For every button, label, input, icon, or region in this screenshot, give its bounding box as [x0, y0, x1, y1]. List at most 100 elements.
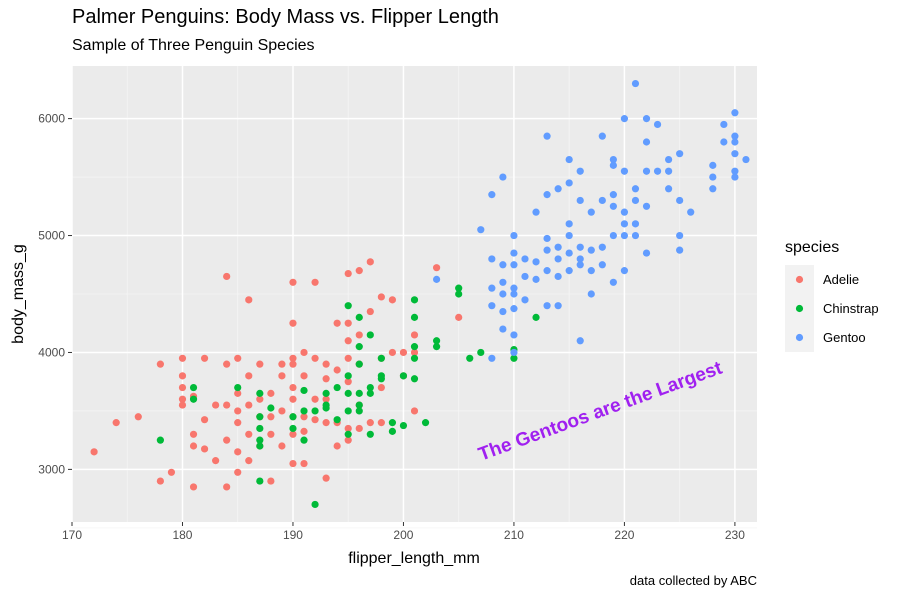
- data-point-adelie: [223, 401, 231, 409]
- data-point-gentoo: [653, 120, 662, 129]
- data-point-gentoo: [532, 208, 540, 216]
- x-tick-label: 180: [172, 528, 192, 542]
- data-point-gentoo: [587, 267, 595, 275]
- data-point-adelie: [189, 442, 198, 450]
- data-point-gentoo: [620, 231, 629, 240]
- data-point-gentoo: [554, 255, 562, 263]
- data-point-gentoo: [532, 258, 540, 266]
- data-point-chinstrap: [432, 337, 441, 345]
- x-tick-label: 230: [725, 528, 745, 542]
- data-point-chinstrap: [311, 407, 319, 415]
- data-point-adelie: [289, 278, 297, 286]
- data-point-chinstrap: [388, 419, 397, 427]
- data-point-gentoo: [631, 231, 640, 240]
- data-point-gentoo: [488, 191, 496, 199]
- data-point-adelie: [366, 258, 374, 266]
- data-point-gentoo: [521, 272, 529, 281]
- data-point-chinstrap: [366, 389, 374, 397]
- data-point-chinstrap: [366, 383, 374, 392]
- data-point-gentoo: [543, 234, 551, 243]
- data-point-gentoo: [709, 185, 717, 193]
- data-point-adelie: [344, 269, 352, 278]
- data-point-adelie: [410, 331, 419, 339]
- data-point-gentoo: [510, 305, 518, 313]
- data-point-adelie: [267, 477, 275, 485]
- data-point-chinstrap: [410, 343, 419, 351]
- data-point-gentoo: [642, 249, 651, 257]
- data-point-chinstrap: [377, 372, 385, 380]
- data-point-adelie: [245, 430, 253, 438]
- legend: species Adelie Chinstrap Gentoo: [785, 239, 879, 352]
- data-point-adelie: [256, 360, 264, 368]
- data-point-adelie: [234, 448, 242, 456]
- data-point-adelie: [344, 354, 352, 362]
- data-point-chinstrap: [300, 386, 308, 395]
- data-point-gentoo: [587, 290, 595, 298]
- data-point-adelie: [234, 407, 242, 415]
- data-point-gentoo: [576, 261, 584, 269]
- data-point-adelie: [267, 430, 275, 438]
- data-point-chinstrap: [322, 401, 330, 409]
- data-point-adelie: [322, 395, 330, 403]
- data-point-gentoo: [609, 191, 617, 199]
- data-point-adelie: [234, 468, 242, 476]
- data-point-gentoo: [620, 220, 629, 228]
- data-point-chinstrap: [344, 430, 352, 438]
- data-point-chinstrap: [377, 354, 385, 362]
- data-point-gentoo: [598, 243, 606, 251]
- data-point-chinstrap: [366, 331, 374, 339]
- data-point-gentoo: [731, 173, 739, 181]
- data-point-adelie: [267, 413, 275, 421]
- data-point-gentoo: [609, 278, 617, 286]
- y-tick-label: 6000: [38, 112, 65, 126]
- data-point-gentoo: [488, 302, 496, 310]
- data-point-adelie: [344, 436, 352, 444]
- data-point-chinstrap: [289, 424, 297, 433]
- data-point-chinstrap: [267, 404, 275, 412]
- data-point-gentoo: [676, 196, 684, 205]
- data-point-chinstrap: [455, 284, 463, 292]
- chart-caption: data collected by ABC: [629, 573, 757, 588]
- x-tick-label: 190: [283, 528, 303, 542]
- data-point-chinstrap: [399, 421, 408, 430]
- y-axis-title: body_mass_g: [10, 244, 27, 344]
- data-point-gentoo: [510, 331, 518, 339]
- x-tick-label: 210: [504, 528, 524, 542]
- data-point-adelie: [289, 395, 297, 403]
- data-point-chinstrap: [455, 290, 463, 298]
- data-point-adelie: [189, 430, 198, 438]
- data-point-gentoo: [477, 226, 485, 234]
- data-point-gentoo: [510, 348, 518, 357]
- data-point-adelie: [156, 477, 164, 485]
- data-point-gentoo: [709, 173, 717, 181]
- data-point-gentoo: [521, 296, 529, 304]
- data-point-adelie: [388, 348, 397, 357]
- data-point-adelie: [178, 395, 187, 403]
- data-point-chinstrap: [366, 430, 374, 438]
- data-point-adelie: [200, 445, 209, 453]
- data-point-adelie: [256, 395, 264, 403]
- data-point-adelie: [410, 348, 419, 357]
- data-point-gentoo: [576, 167, 584, 175]
- data-point-gentoo: [598, 196, 606, 205]
- data-point-chinstrap: [311, 500, 319, 509]
- data-point-gentoo: [598, 132, 606, 140]
- data-point-chinstrap: [344, 389, 352, 397]
- data-point-gentoo: [510, 231, 518, 240]
- data-point-gentoo: [731, 109, 739, 117]
- data-point-adelie: [399, 348, 408, 357]
- data-point-adelie: [156, 360, 164, 368]
- axis-ticks: 170 180 190 200 210 220 230 3000 4000 5000 6000: [38, 112, 745, 542]
- legend-key-chinstrap: [795, 304, 804, 313]
- data-point-adelie: [322, 474, 330, 482]
- data-point-gentoo: [642, 202, 651, 210]
- data-point-adelie: [322, 419, 330, 427]
- data-point-adelie: [212, 457, 220, 465]
- data-point-gentoo: [742, 155, 750, 164]
- data-point-gentoo: [499, 261, 507, 269]
- data-point-gentoo: [554, 302, 562, 310]
- data-point-gentoo: [631, 185, 640, 193]
- data-point-chinstrap: [333, 416, 341, 424]
- data-point-chinstrap: [355, 343, 363, 351]
- data-point-adelie: [245, 401, 253, 409]
